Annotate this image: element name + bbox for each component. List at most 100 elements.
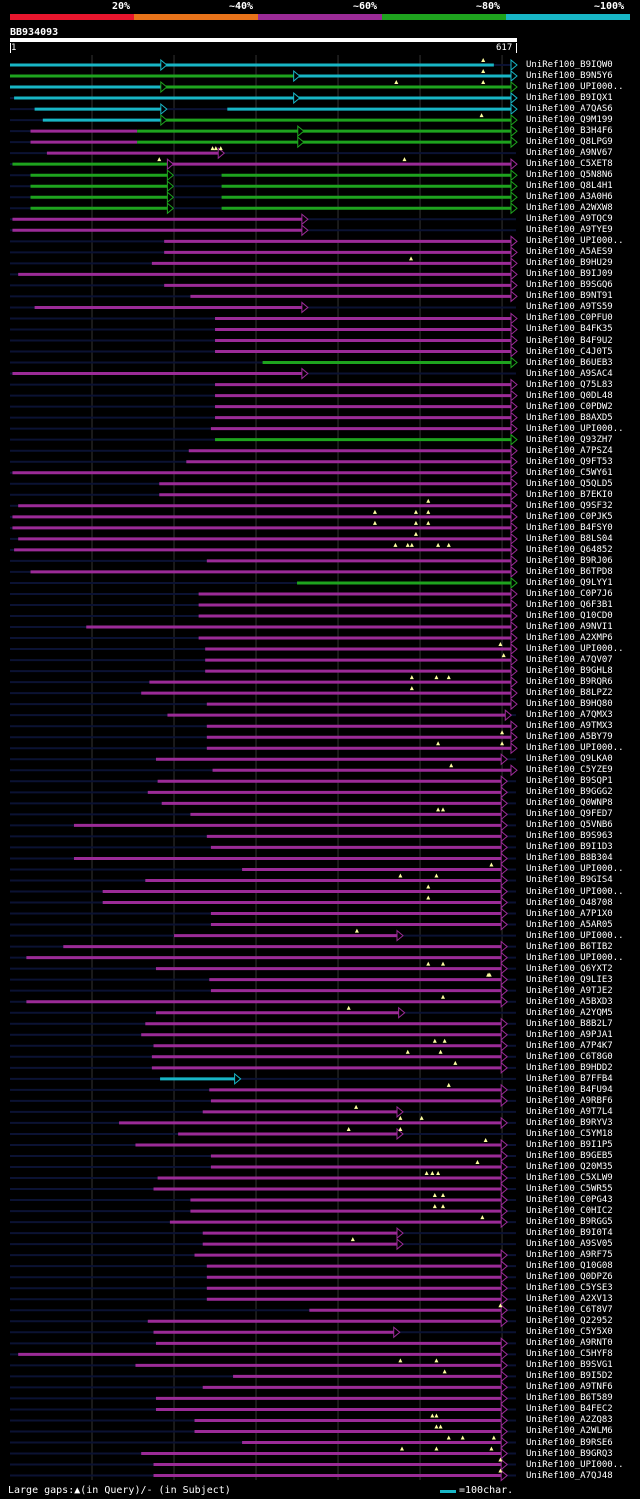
hit-name-link[interactable]: UniRef100_Q9LKA0 [526, 754, 613, 765]
hit-name-link[interactable]: UniRef100_UPI000.. [526, 864, 624, 875]
hit-name-link[interactable]: UniRef100_Q8LPG9 [526, 137, 613, 148]
hit-name-link[interactable]: UniRef100_UPI000.. [526, 423, 624, 434]
hit-name-link[interactable]: UniRef100_B9SVG1 [526, 1360, 613, 1371]
hit-name-link[interactable]: UniRef100_B9IQW0 [526, 60, 613, 70]
hit-name-link[interactable]: UniRef100_Q22952 [526, 1316, 613, 1327]
hit-name-link[interactable]: UniRef100_C0P7J6 [526, 588, 613, 599]
hit-name-link[interactable]: UniRef100_C0HIC2 [526, 1206, 613, 1217]
hit-name-link[interactable]: UniRef100_B9HU29 [526, 258, 613, 269]
hit-name-link[interactable]: UniRef100_Q20M35 [526, 1162, 613, 1172]
hit-name-link[interactable]: UniRef100_C5HYF8 [526, 1349, 613, 1360]
hit-name-link[interactable]: UniRef100_B6UEB3 [526, 357, 613, 368]
hit-name-link[interactable]: UniRef100_A7QV07 [526, 655, 613, 666]
hit-name-link[interactable]: UniRef100_UPI000.. [526, 930, 624, 941]
hit-name-link[interactable]: UniRef100_B9GHL8 [526, 666, 613, 677]
hit-name-link[interactable]: UniRef100_A7QMX3 [526, 710, 613, 721]
hit-name-link[interactable]: UniRef100_B9RGG5 [526, 1217, 613, 1228]
hit-name-link[interactable]: UniRef100_UPI000.. [526, 82, 624, 93]
hit-name-link[interactable]: UniRef100_C6T8G0 [526, 1051, 613, 1062]
hit-name-link[interactable]: UniRef100_B7EKI0 [526, 489, 613, 500]
hit-name-link[interactable]: UniRef100_B9I5D2 [526, 1371, 613, 1382]
hit-name-link[interactable]: UniRef100_Q75L83 [526, 379, 613, 390]
hit-name-link[interactable]: UniRef100_B8B2L7 [526, 1018, 613, 1029]
hit-name-link[interactable]: UniRef100_Q64852 [526, 544, 613, 555]
hit-name-link[interactable]: UniRef100_A2XMP6 [526, 633, 613, 644]
hit-name-link[interactable]: UniRef100_A7PSZ4 [526, 445, 613, 456]
hit-name-link[interactable]: UniRef100_B7FFB4 [526, 1073, 613, 1084]
hit-name-link[interactable]: UniRef100_B9GGG2 [526, 787, 613, 798]
hit-name-link[interactable]: UniRef100_B9RYV3 [526, 1117, 613, 1128]
hit-name-link[interactable]: UniRef100_C0PJK5 [526, 511, 613, 522]
hit-name-link[interactable]: UniRef100_A9TQC9 [526, 214, 613, 225]
hit-name-link[interactable]: UniRef100_A9TJE2 [526, 985, 613, 996]
hit-name-link[interactable]: UniRef100_Q0WNP8 [526, 798, 613, 809]
hit-name-link[interactable]: UniRef100_A3A0H6 [526, 192, 613, 203]
hit-name-link[interactable]: UniRef100_Q9SF32 [526, 500, 613, 511]
hit-name-link[interactable]: UniRef100_B6TPD8 [526, 566, 613, 577]
hit-name-link[interactable]: UniRef100_B9S963 [526, 831, 613, 842]
hit-name-link[interactable]: UniRef100_Q9FED7 [526, 809, 613, 820]
hit-name-link[interactable]: UniRef100_A9NVI1 [526, 622, 613, 633]
hit-name-link[interactable]: UniRef100_Q6YXT2 [526, 963, 613, 974]
hit-name-link[interactable]: UniRef100_B8AXD5 [526, 412, 613, 423]
hit-name-link[interactable]: UniRef100_B9IQX1 [526, 93, 613, 104]
hit-name-link[interactable]: UniRef100_C6T8V7 [526, 1305, 613, 1316]
hit-name-link[interactable]: UniRef100_Q10CD0 [526, 611, 613, 621]
hit-name-link[interactable]: UniRef100_B6TIB2 [526, 941, 613, 952]
hit-name-link[interactable]: UniRef100_Q8L4H1 [526, 181, 613, 192]
hit-name-link[interactable]: UniRef100_A9NV67 [526, 148, 613, 159]
hit-name-link[interactable]: UniRef100_B9GEB5 [526, 1150, 613, 1161]
hit-name-link[interactable]: UniRef100_C4J0T5 [526, 346, 613, 357]
hit-name-link[interactable]: UniRef100_B9I1D3 [526, 842, 613, 853]
hit-name-link[interactable]: UniRef100_UPI000.. [526, 743, 624, 754]
hit-name-link[interactable]: UniRef100_B4F9U2 [526, 335, 613, 346]
hit-name-link[interactable]: UniRef100_B9GRQ3 [526, 1448, 613, 1459]
hit-name-link[interactable]: UniRef100_A5BY79 [526, 732, 613, 743]
hit-name-link[interactable]: UniRef100_A2YQM5 [526, 1007, 613, 1018]
hit-name-link[interactable]: UniRef100_A7QJ48 [526, 1470, 613, 1481]
hit-name-link[interactable]: UniRef100_A5AR05 [526, 919, 613, 930]
hit-name-link[interactable]: UniRef100_B9IJ09 [526, 269, 613, 280]
hit-name-link[interactable]: UniRef100_B9RQR6 [526, 677, 613, 688]
hit-name-link[interactable]: UniRef100_Q5QLD5 [526, 478, 613, 489]
hit-name-link[interactable]: UniRef100_Q5VNB6 [526, 820, 613, 831]
hit-name-link[interactable]: UniRef100_C5YZE9 [526, 765, 613, 776]
hit-name-link[interactable]: UniRef100_A9RF75 [526, 1250, 613, 1261]
hit-name-link[interactable]: UniRef100_A5AES9 [526, 247, 613, 258]
hit-name-link[interactable]: UniRef100_A2WLM6 [526, 1426, 613, 1437]
hit-name-link[interactable]: UniRef100_B4FU94 [526, 1084, 613, 1095]
hit-name-link[interactable]: UniRef100_Q9M199 [526, 115, 613, 126]
hit-name-link[interactable]: UniRef100_B9SGQ6 [526, 280, 613, 291]
hit-name-link[interactable]: UniRef100_A9PJA1 [526, 1029, 613, 1040]
hit-name-link[interactable]: UniRef100_Q93ZH7 [526, 434, 613, 445]
hit-name-link[interactable]: UniRef100_A7P1X0 [526, 908, 613, 919]
hit-name-link[interactable]: UniRef100_B8B304 [526, 853, 613, 864]
hit-name-link[interactable]: UniRef100_B9HDD2 [526, 1062, 613, 1073]
hit-name-link[interactable]: UniRef100_B4FSY0 [526, 522, 613, 533]
hit-name-link[interactable]: UniRef100_B9RJ06 [526, 555, 613, 566]
hit-name-link[interactable]: UniRef100_Q6F3B1 [526, 599, 613, 610]
hit-name-link[interactable]: UniRef100_Q9LYY1 [526, 577, 613, 588]
hit-name-link[interactable]: UniRef100_UPI000.. [526, 236, 624, 247]
hit-name-link[interactable]: UniRef100_C5XET8 [526, 159, 613, 170]
hit-name-link[interactable]: UniRef100_B9N5Y6 [526, 71, 613, 82]
hit-name-link[interactable]: UniRef100_C5Y5X0 [526, 1327, 613, 1338]
hit-name-link[interactable]: UniRef100_A2ZQ83 [526, 1415, 613, 1426]
hit-name-link[interactable]: UniRef100_B9RSE6 [526, 1437, 613, 1448]
hit-name-link[interactable]: UniRef100_A9RNT0 [526, 1338, 613, 1349]
hit-name-link[interactable]: UniRef100_B9GIS4 [526, 875, 613, 886]
hit-name-link[interactable]: UniRef100_B9I0T4 [526, 1228, 613, 1239]
hit-name-link[interactable]: UniRef100_A2XV13 [526, 1294, 613, 1305]
hit-name-link[interactable]: UniRef100_B4FK35 [526, 324, 613, 335]
hit-name-link[interactable]: UniRef100_A9TS59 [526, 302, 613, 313]
hit-name-link[interactable]: UniRef100_A7QAS6 [526, 104, 613, 115]
hit-name-link[interactable]: UniRef100_B4FEC2 [526, 1404, 613, 1415]
hit-name-link[interactable]: UniRef100_A9TMX3 [526, 721, 613, 732]
hit-name-link[interactable]: UniRef100_B6T589 [526, 1393, 613, 1404]
hit-name-link[interactable]: UniRef100_A9TYE9 [526, 225, 613, 236]
hit-name-link[interactable]: UniRef100_Q9FT53 [526, 456, 613, 467]
hit-name-link[interactable]: UniRef100_A9T7L4 [526, 1106, 613, 1117]
hit-name-link[interactable]: UniRef100_Q10G08 [526, 1261, 613, 1272]
hit-name-link[interactable]: UniRef100_Q9LIE3 [526, 974, 613, 985]
hit-name-link[interactable]: UniRef100_B9HQ80 [526, 699, 613, 710]
